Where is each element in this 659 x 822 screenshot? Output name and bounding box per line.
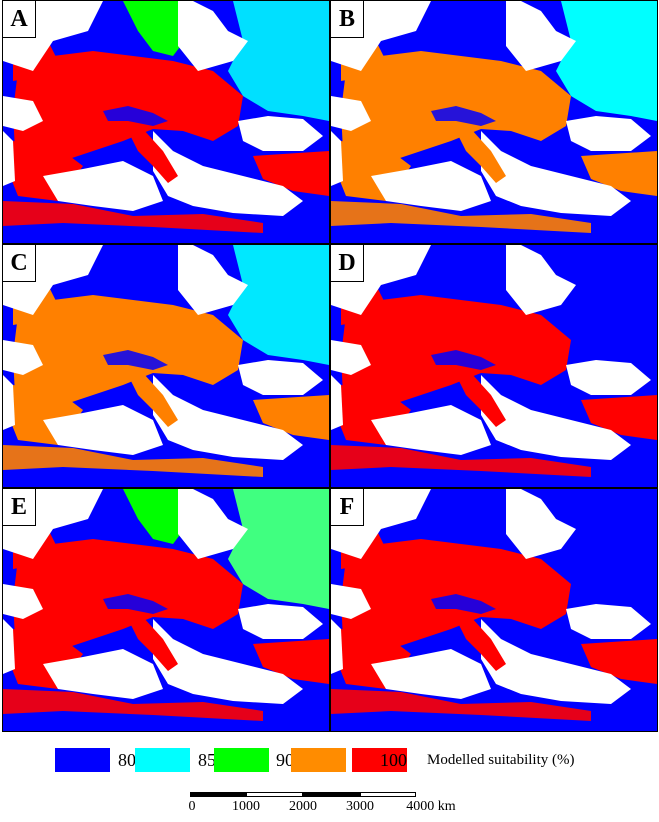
region-alps bbox=[431, 594, 496, 614]
map-panel-a: A bbox=[2, 0, 330, 244]
panel-label-b: B bbox=[331, 1, 364, 38]
region-eastern-europe bbox=[556, 245, 657, 365]
region-alps bbox=[103, 594, 168, 614]
legend-swatch-100 bbox=[352, 748, 407, 772]
scale-segment-3 bbox=[303, 792, 360, 797]
legend-swatch-85 bbox=[135, 748, 190, 772]
region-italy bbox=[128, 373, 178, 427]
region-anatolia bbox=[253, 151, 329, 196]
panel-label-f: F bbox=[331, 489, 364, 526]
region-italy bbox=[456, 129, 506, 183]
region-anatolia bbox=[581, 151, 657, 196]
scale-tick-4000: 4000 km bbox=[406, 799, 456, 814]
region-alps bbox=[431, 106, 496, 126]
legend-swatch-80 bbox=[55, 748, 110, 772]
panel-label-c: C bbox=[3, 245, 36, 282]
region-alps bbox=[103, 106, 168, 126]
region-italy bbox=[456, 373, 506, 427]
region-scandinavia bbox=[123, 489, 188, 544]
region-anatolia bbox=[581, 639, 657, 684]
region-alps bbox=[431, 350, 496, 370]
region-eastern-europe bbox=[228, 489, 329, 609]
region-eastern-europe bbox=[556, 1, 657, 121]
scale-bar: 0 1000 2000 3000 4000 km bbox=[188, 790, 456, 822]
region-scandinavia bbox=[123, 1, 188, 56]
region-italy bbox=[456, 617, 506, 671]
panel-label-e: E bbox=[3, 489, 36, 526]
region-alps bbox=[103, 350, 168, 370]
legend-swatch-95 bbox=[291, 748, 346, 772]
panel-label-d: D bbox=[331, 245, 364, 282]
scale-segment-2 bbox=[246, 792, 303, 797]
legend-title: Modelled suitability (%) bbox=[427, 752, 575, 768]
map-panel-grid: A B C D E F bbox=[2, 0, 658, 732]
scale-tick-0: 0 bbox=[188, 799, 196, 814]
map-panel-e: E bbox=[2, 488, 330, 732]
region-anatolia bbox=[253, 639, 329, 684]
region-scandinavia bbox=[123, 245, 188, 300]
panel-label-a: A bbox=[3, 1, 36, 38]
region-scandinavia bbox=[451, 1, 516, 56]
legend-swatch-90 bbox=[214, 748, 269, 772]
scale-tick-1000: 1000 bbox=[232, 799, 260, 814]
map-panel-b: B bbox=[330, 0, 658, 244]
legend-value-100: 100 bbox=[380, 750, 407, 770]
scale-tick-3000: 3000 bbox=[346, 799, 374, 814]
region-anatolia bbox=[581, 395, 657, 440]
region-scandinavia bbox=[451, 489, 516, 544]
legend: 80 85 90 95 100 Modelled suitability (%) bbox=[0, 740, 659, 780]
legend-value-80: 80 bbox=[118, 750, 136, 770]
scale-tick-2000: 2000 bbox=[289, 799, 317, 814]
region-italy bbox=[128, 617, 178, 671]
legend-value-90: 90 bbox=[276, 750, 294, 770]
region-scandinavia bbox=[451, 245, 516, 300]
scale-segment-4 bbox=[360, 792, 416, 797]
region-eastern-europe bbox=[228, 1, 329, 121]
scale-segment-1 bbox=[190, 792, 246, 797]
map-panel-d: D bbox=[330, 244, 658, 488]
region-italy bbox=[128, 129, 178, 183]
region-anatolia bbox=[253, 395, 329, 440]
region-eastern-europe bbox=[556, 489, 657, 609]
map-panel-c: C bbox=[2, 244, 330, 488]
region-eastern-europe bbox=[228, 245, 329, 365]
map-panel-f: F bbox=[330, 488, 658, 732]
legend-value-85: 85 bbox=[198, 750, 216, 770]
